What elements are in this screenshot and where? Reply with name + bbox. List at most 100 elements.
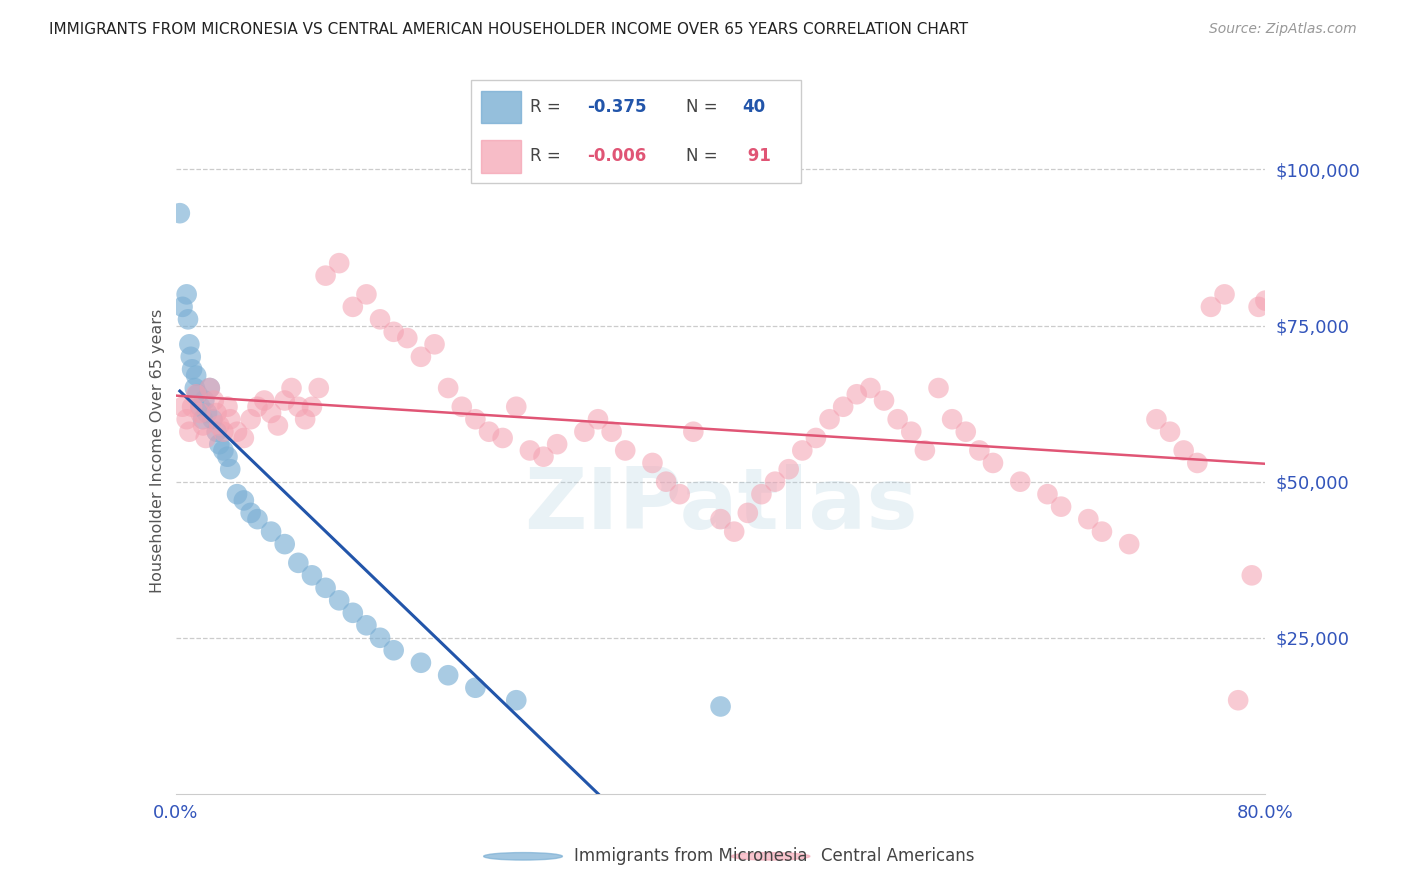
Point bbox=[356, 618, 378, 632]
Point bbox=[382, 325, 405, 339]
Text: 40: 40 bbox=[742, 98, 765, 116]
Point bbox=[1213, 287, 1236, 301]
Point bbox=[287, 400, 309, 414]
Point bbox=[201, 412, 224, 426]
Point bbox=[859, 381, 882, 395]
Text: 91: 91 bbox=[742, 147, 770, 165]
Point bbox=[217, 400, 239, 414]
Point bbox=[751, 487, 773, 501]
Point bbox=[179, 425, 201, 439]
Point bbox=[176, 287, 198, 301]
Point bbox=[186, 368, 208, 383]
Point bbox=[450, 400, 472, 414]
Point bbox=[188, 400, 211, 414]
Point bbox=[202, 393, 225, 408]
Text: Source: ZipAtlas.com: Source: ZipAtlas.com bbox=[1209, 22, 1357, 37]
Point bbox=[274, 537, 297, 551]
Point bbox=[179, 337, 201, 351]
Point bbox=[505, 400, 527, 414]
Point bbox=[1187, 456, 1209, 470]
Text: ZIPatlas: ZIPatlas bbox=[523, 464, 918, 547]
Point bbox=[246, 512, 269, 526]
Point bbox=[1254, 293, 1277, 308]
Circle shape bbox=[731, 853, 810, 860]
Point bbox=[172, 300, 194, 314]
Point bbox=[505, 693, 527, 707]
Point bbox=[437, 668, 460, 682]
Point bbox=[1146, 412, 1168, 426]
Point bbox=[356, 287, 378, 301]
Point bbox=[955, 425, 977, 439]
Point bbox=[287, 556, 309, 570]
Point bbox=[180, 350, 202, 364]
Point bbox=[682, 425, 704, 439]
Point bbox=[409, 656, 432, 670]
Point bbox=[212, 425, 235, 439]
Text: N =: N = bbox=[686, 98, 723, 116]
Point bbox=[1010, 475, 1032, 489]
Point bbox=[239, 506, 262, 520]
Text: IMMIGRANTS FROM MICRONESIA VS CENTRAL AMERICAN HOUSEHOLDER INCOME OVER 65 YEARS : IMMIGRANTS FROM MICRONESIA VS CENTRAL AM… bbox=[49, 22, 969, 37]
Point bbox=[478, 425, 501, 439]
Point bbox=[186, 387, 208, 401]
Point bbox=[208, 437, 231, 451]
Point bbox=[710, 699, 733, 714]
Point bbox=[763, 475, 786, 489]
Point bbox=[184, 381, 207, 395]
Point bbox=[246, 400, 269, 414]
Point bbox=[181, 400, 204, 414]
Point bbox=[205, 406, 228, 420]
Point bbox=[1159, 425, 1181, 439]
Point bbox=[208, 418, 231, 433]
Point bbox=[368, 631, 391, 645]
Point bbox=[804, 431, 827, 445]
Point bbox=[191, 412, 214, 426]
Point bbox=[668, 487, 690, 501]
Point bbox=[176, 412, 198, 426]
Point bbox=[205, 425, 228, 439]
Point bbox=[219, 462, 242, 476]
Point bbox=[315, 268, 337, 283]
Point bbox=[1077, 512, 1099, 526]
Point bbox=[845, 387, 868, 401]
Point bbox=[1227, 693, 1250, 707]
Point bbox=[1118, 537, 1140, 551]
Point bbox=[941, 412, 963, 426]
Point bbox=[1173, 443, 1195, 458]
Point bbox=[886, 412, 908, 426]
Point bbox=[177, 312, 200, 326]
Bar bbox=[481, 140, 520, 173]
Point bbox=[280, 381, 302, 395]
Point bbox=[873, 393, 896, 408]
Point bbox=[423, 337, 446, 351]
Point bbox=[181, 362, 204, 376]
Point bbox=[301, 400, 323, 414]
Text: -0.375: -0.375 bbox=[586, 98, 647, 116]
Point bbox=[212, 443, 235, 458]
Point bbox=[198, 381, 221, 395]
Point bbox=[186, 387, 209, 401]
Point bbox=[1199, 300, 1222, 314]
Point bbox=[546, 437, 568, 451]
Point bbox=[193, 393, 215, 408]
Point bbox=[737, 506, 759, 520]
FancyBboxPatch shape bbox=[471, 80, 801, 183]
Point bbox=[832, 400, 855, 414]
Point bbox=[198, 381, 221, 395]
Point bbox=[267, 418, 290, 433]
Point bbox=[301, 568, 323, 582]
Point bbox=[533, 450, 555, 464]
Point bbox=[818, 412, 841, 426]
Point bbox=[792, 443, 814, 458]
Point bbox=[239, 412, 262, 426]
Circle shape bbox=[484, 853, 562, 860]
Point bbox=[294, 412, 316, 426]
Point bbox=[600, 425, 623, 439]
Point bbox=[368, 312, 391, 326]
Point bbox=[1091, 524, 1114, 539]
Point bbox=[914, 443, 936, 458]
Point bbox=[409, 350, 432, 364]
Point bbox=[328, 593, 350, 607]
Point bbox=[641, 456, 664, 470]
Point bbox=[308, 381, 330, 395]
